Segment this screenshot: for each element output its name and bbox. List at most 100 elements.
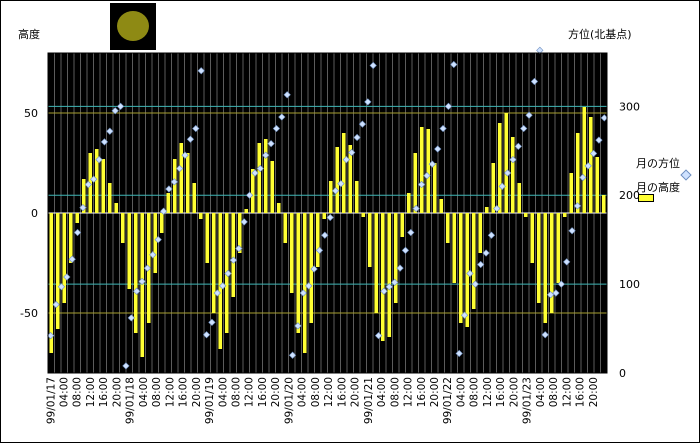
azimuth-point xyxy=(68,255,76,263)
azimuth-point xyxy=(305,282,313,290)
azimuth-point xyxy=(299,289,307,297)
altitude-bar xyxy=(432,163,437,213)
azimuth-point xyxy=(245,191,254,199)
x-tick-label: 04:00 xyxy=(535,377,547,407)
x-tick-label: 16:00 xyxy=(495,377,507,407)
y-right-tick-label: 100 xyxy=(619,278,640,291)
altitude-bar xyxy=(192,183,197,213)
x-tick-label: 99/01/22 xyxy=(442,377,454,424)
altitude-bar xyxy=(231,213,236,297)
azimuth-point xyxy=(116,102,125,110)
azimuth-point xyxy=(600,114,608,122)
x-tick-label: 04:00 xyxy=(217,377,229,407)
x-tick-label: 08:00 xyxy=(548,377,560,407)
y-left-tick-label: 0 xyxy=(31,207,38,220)
azimuth-point xyxy=(428,160,436,168)
altitude-bar xyxy=(530,213,535,263)
altitude-bar xyxy=(458,213,463,323)
azimuth-point xyxy=(466,269,474,278)
x-tick-label: 20:00 xyxy=(588,377,600,407)
azimuth-point xyxy=(520,124,528,133)
altitude-bar xyxy=(387,213,392,337)
azimuth-point xyxy=(498,182,506,190)
altitude-bar xyxy=(270,161,275,213)
altitude-bar xyxy=(211,213,216,313)
altitude-bar xyxy=(484,207,489,213)
azimuth-point xyxy=(154,236,162,244)
altitude-bar xyxy=(478,213,483,253)
azimuth-point xyxy=(208,318,216,326)
x-tick-label: 20:00 xyxy=(191,377,203,407)
altitude-bar xyxy=(120,213,125,243)
azimuth-point xyxy=(444,102,453,110)
x-tick-label: 04:00 xyxy=(58,377,70,407)
altitude-bar xyxy=(426,129,431,213)
azimuth-point xyxy=(170,178,178,186)
azimuth-point xyxy=(262,151,270,159)
azimuth-point xyxy=(73,228,82,237)
azimuth-point xyxy=(52,300,60,309)
azimuth-point xyxy=(181,151,189,159)
moon-disc-icon xyxy=(117,11,149,41)
azimuth-point xyxy=(256,164,264,173)
azimuth-point xyxy=(557,280,565,288)
altitude-bar xyxy=(491,163,496,213)
azimuth-point xyxy=(595,136,603,144)
x-tick-label: 99/01/19 xyxy=(204,377,216,424)
y-right-tick-label: 300 xyxy=(619,100,640,113)
azimuth-point xyxy=(380,287,388,295)
azimuth-point xyxy=(79,204,87,212)
altitude-bar xyxy=(413,153,418,213)
altitude-bar xyxy=(341,133,346,213)
altitude-bar xyxy=(582,107,587,213)
altitude-bar xyxy=(400,213,405,237)
azimuth-point xyxy=(563,258,571,266)
x-tick-label: 04:00 xyxy=(138,377,150,407)
altitude-bar xyxy=(218,213,223,349)
altitude-bar xyxy=(556,213,561,283)
azimuth-point xyxy=(471,280,479,288)
x-tick-label: 04:00 xyxy=(376,377,388,407)
x-tick-label: 99/01/17 xyxy=(45,377,57,424)
y-left-tick-label: -50 xyxy=(20,307,38,320)
azimuth-point xyxy=(251,169,259,177)
azimuth-point xyxy=(202,331,211,339)
azimuth-point xyxy=(342,156,350,164)
altitude-bar xyxy=(315,213,320,267)
azimuth-point xyxy=(439,124,447,133)
legend-azimuth: 月の方位 xyxy=(636,155,698,181)
altitude-bar xyxy=(393,213,398,303)
azimuth-point xyxy=(477,260,485,269)
x-tick-label: 08:00 xyxy=(151,377,163,407)
azimuth-point xyxy=(133,287,141,295)
x-tick-label: 99/01/20 xyxy=(283,377,295,424)
azimuth-point xyxy=(235,244,243,253)
azimuth-point xyxy=(165,185,173,193)
altitude-bar xyxy=(172,159,177,213)
azimuth-point xyxy=(331,187,340,195)
altitude-bar xyxy=(523,213,528,217)
x-tick-label: 08:00 xyxy=(72,377,84,407)
x-tick-label: 16:00 xyxy=(575,377,587,407)
altitude-bar xyxy=(179,143,184,213)
azimuth-point xyxy=(364,98,372,106)
azimuth-point xyxy=(90,175,98,183)
altitude-bar xyxy=(497,123,502,213)
azimuth-point xyxy=(219,282,227,290)
altitude-bar xyxy=(198,213,203,219)
azimuth-point xyxy=(358,120,367,128)
azimuth-point xyxy=(552,289,560,297)
altitude-bar xyxy=(569,173,574,213)
x-tick-label: 12:00 xyxy=(164,377,176,407)
x-tick-label: 04:00 xyxy=(455,377,467,407)
y-left-tick-label: 50 xyxy=(24,107,38,120)
altitude-bar xyxy=(504,113,509,213)
azimuth-point xyxy=(487,231,496,239)
azimuth-point xyxy=(149,251,157,259)
x-tick-label: 08:00 xyxy=(469,377,481,407)
x-tick-label: 16:00 xyxy=(336,377,348,407)
altitude-bar xyxy=(374,213,379,313)
azimuth-point xyxy=(63,273,71,281)
altitude-bar xyxy=(133,213,138,333)
azimuth-point xyxy=(525,111,533,119)
